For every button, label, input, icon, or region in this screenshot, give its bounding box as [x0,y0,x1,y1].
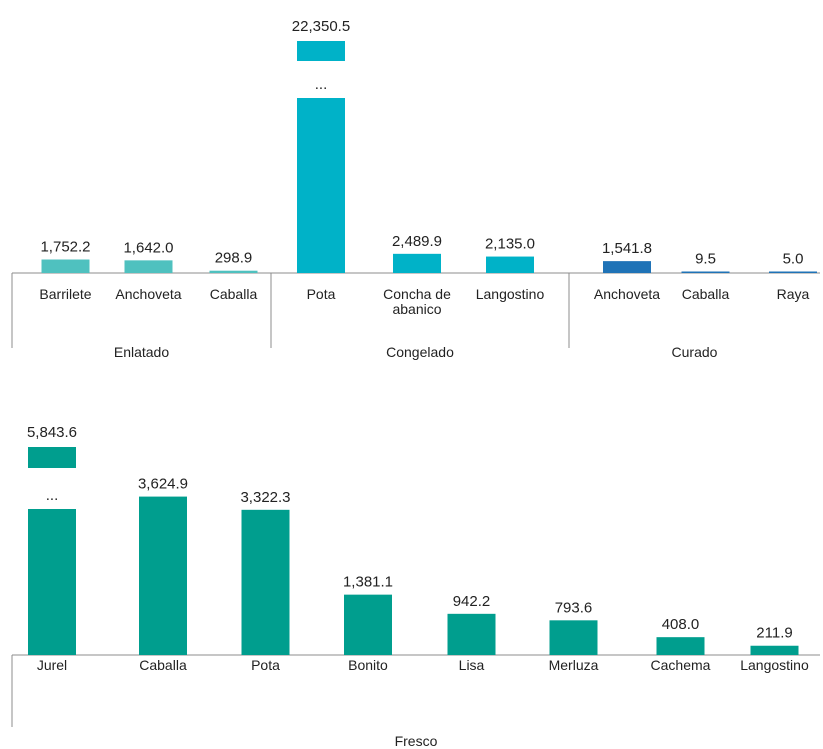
category-label: Langostino [740,657,809,673]
category-label: Pota [307,286,336,302]
group-label: Fresco [395,733,438,749]
category-label: abanico [392,301,441,317]
category-label: Langostino [476,286,545,302]
category-label: Cachema [651,657,711,673]
category-label: Anchoveta [594,286,660,302]
bar [447,613,496,655]
bar-value-label: 3,624.9 [138,476,188,493]
category-label: Caballa [682,286,730,302]
category-label: Jurel [37,657,67,673]
bar [28,509,76,655]
bar-value-label: 2,489.9 [392,233,442,250]
bar-value-label: 5,843.6 [27,424,77,441]
bar-value-label: 211.9 [756,625,792,642]
bar-value-label: 22,350.5 [292,18,350,35]
bar-value-label: 5.0 [783,251,804,268]
bar-value-label: 3,322.3 [240,489,290,506]
group-label: Congelado [386,344,454,360]
bar-value-label: 793.6 [555,599,593,616]
bar [297,98,345,273]
bar [769,271,817,273]
category-label: Pota [251,657,280,673]
category-label: Caballa [139,657,187,673]
bar-break-top [297,41,345,61]
bar-value-label: 2,135.0 [485,236,535,253]
bar [486,256,534,273]
bar [750,645,799,655]
bar-break-marker: ... [46,487,59,504]
bar [549,620,598,655]
bar-value-label: 9.5 [695,251,716,268]
bar-break-top [28,447,76,468]
category-label: Bonito [348,657,388,673]
bar [603,261,651,273]
bar [656,637,705,655]
bar [241,509,290,655]
category-label: Barrilete [39,286,91,302]
bar [209,270,258,273]
bar-value-label: 1,541.8 [602,240,652,257]
group-label: Curado [672,344,718,360]
category-label: Concha de [383,286,451,302]
bar-value-label: 298.9 [215,250,253,267]
bar-break-marker: ... [315,76,328,93]
bar [393,253,441,273]
group-label: Enlatado [114,344,169,360]
bar-value-label: 1,381.1 [343,574,393,591]
bar-value-label: 1,642.0 [123,239,173,256]
category-label: Merluza [549,657,599,673]
bar [124,260,173,273]
bar [139,496,187,655]
category-label: Anchoveta [115,286,181,302]
bar-value-label: 942.2 [453,593,491,610]
category-label: Lisa [459,657,485,673]
bar [41,259,90,273]
category-label: Caballa [210,286,258,302]
bar-value-label: 1,752.2 [40,239,90,256]
bar-value-label: 408.0 [662,616,700,633]
bar [681,271,730,273]
bar [344,594,392,655]
category-label: Raya [777,286,810,302]
